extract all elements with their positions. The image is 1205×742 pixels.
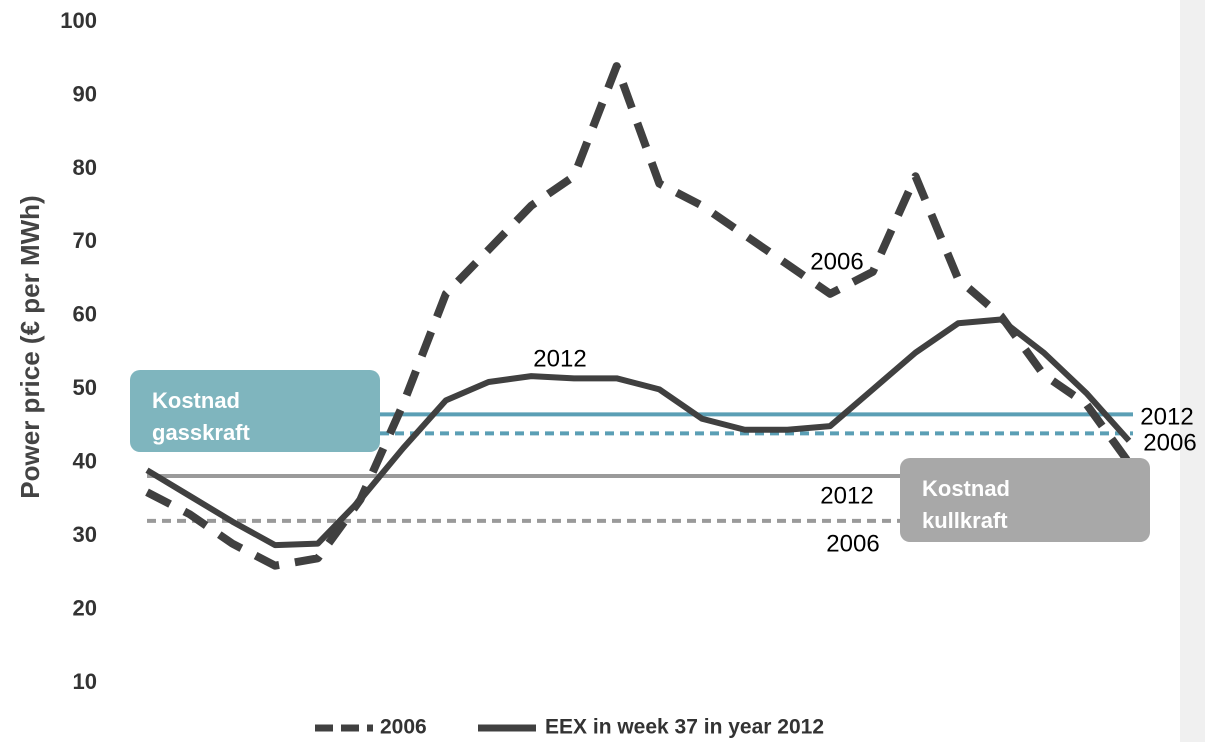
y-tick-label: 70 — [73, 228, 97, 253]
legend-label: EEX in week 37 in year 2012 — [545, 716, 824, 739]
cost-box — [130, 370, 380, 452]
cost-box — [900, 458, 1150, 542]
reference-label: 2012 — [1140, 403, 1193, 430]
y-tick-label: 100 — [60, 8, 97, 33]
cost-box-text: Kostnad — [152, 388, 240, 413]
side-panel — [1180, 0, 1205, 742]
y-tick-label: 60 — [73, 302, 97, 327]
y-tick-label: 30 — [73, 522, 97, 547]
legend-label: 2006 — [380, 716, 427, 739]
y-tick-label: 10 — [73, 669, 97, 694]
y-tick-label: 40 — [73, 449, 97, 474]
series-line — [145, 316, 1132, 549]
reference-label: 2006 — [826, 530, 879, 557]
cost-box-text: kullkraft — [922, 508, 1008, 533]
y-tick-label: 80 — [73, 155, 97, 180]
y-axis-label: Power price (€ per MWh) — [15, 195, 45, 498]
cost-box-text: gasskraft — [152, 420, 251, 445]
reference-label: 2012 — [820, 482, 873, 509]
annotation: 2006 — [810, 248, 863, 275]
annotation: 2012 — [533, 345, 586, 372]
y-tick-label: 90 — [73, 81, 97, 106]
y-tick-label: 50 — [73, 375, 97, 400]
cost-box-text: Kostnad — [922, 476, 1010, 501]
reference-label: 2006 — [1143, 429, 1196, 456]
series-line — [145, 62, 1133, 570]
y-tick-label: 20 — [73, 596, 97, 621]
